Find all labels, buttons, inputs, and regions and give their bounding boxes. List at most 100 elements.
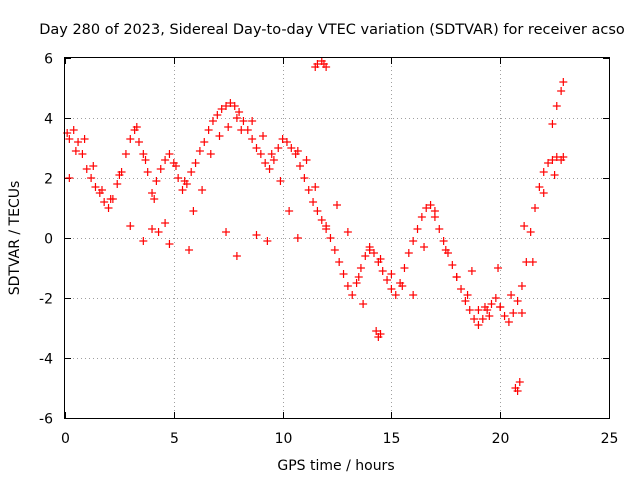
data-point	[126, 222, 135, 230]
data-point	[361, 252, 370, 260]
data-point	[185, 246, 194, 254]
data-point	[256, 150, 265, 158]
data-point	[520, 222, 529, 230]
data-point	[348, 291, 357, 299]
data-point	[230, 102, 239, 110]
data-point	[65, 135, 74, 143]
data-point	[478, 315, 487, 323]
y-tick-label: 4	[44, 112, 53, 128]
data-point	[485, 312, 494, 320]
data-point	[335, 258, 344, 266]
data-point	[106, 195, 115, 203]
y-tick-label: -6	[39, 412, 53, 428]
data-point	[235, 108, 244, 116]
x-axis-label: GPS time / hours	[277, 458, 394, 474]
data-point	[359, 300, 368, 308]
data-point	[352, 279, 361, 287]
data-point	[65, 174, 74, 182]
data-point	[333, 201, 341, 209]
y-tick-label: 0	[44, 232, 53, 248]
data-point	[134, 138, 143, 146]
data-point	[383, 276, 392, 284]
data-point	[222, 228, 231, 236]
data-point	[559, 78, 568, 86]
data-point	[504, 318, 513, 326]
data-point	[265, 165, 274, 173]
data-point	[435, 225, 444, 233]
tick-labels: 0 5 10 15 20 25 -6 -4 -2 0 2 4 6	[39, 52, 618, 448]
data-point	[239, 117, 248, 125]
data-point	[515, 378, 524, 386]
data-point	[215, 132, 224, 140]
data-point	[391, 291, 400, 299]
data-point	[548, 156, 557, 164]
y-tick-label: 6	[44, 52, 53, 68]
data-point	[526, 228, 535, 236]
data-point	[356, 264, 365, 272]
data-point	[200, 138, 209, 146]
x-tick-label: 5	[170, 431, 179, 447]
data-point	[398, 282, 407, 290]
y-tick-label: 2	[44, 172, 53, 188]
data-point	[217, 105, 226, 113]
data-point	[156, 165, 165, 173]
data-point	[180, 177, 189, 185]
data-point	[100, 198, 109, 206]
data-point	[274, 144, 283, 152]
data-point	[404, 249, 413, 257]
chart-title: Day 280 of 2023, Sidereal Day-to-day VTE…	[39, 22, 625, 38]
data-point	[252, 144, 261, 152]
data-point	[413, 225, 422, 233]
data-point	[326, 234, 335, 242]
data-point	[287, 144, 296, 152]
data-point	[322, 222, 331, 230]
y-axis-label: SDTVAR / TECUs	[7, 181, 23, 296]
data-point	[313, 207, 322, 215]
data-point	[441, 246, 450, 254]
data-point	[89, 162, 98, 170]
data-point	[461, 297, 470, 305]
data-point	[309, 198, 318, 206]
y-tick-label: -4	[39, 352, 53, 368]
data-point	[248, 135, 257, 143]
x-tick-label: 10	[275, 431, 293, 447]
data-point	[376, 255, 385, 263]
data-point	[285, 207, 294, 215]
data-point	[463, 291, 472, 299]
x-tick-label: 20	[492, 431, 510, 447]
data-point	[195, 147, 204, 155]
y-tick-label: -2	[39, 292, 53, 308]
data-point	[252, 231, 261, 239]
data-point	[400, 264, 409, 272]
data-point	[152, 177, 161, 185]
data-point	[132, 123, 141, 131]
data-point	[104, 204, 113, 212]
data-point	[263, 237, 272, 245]
plot-frame	[64, 57, 610, 419]
data-point	[322, 63, 331, 71]
data-point	[448, 261, 457, 269]
data-point	[165, 150, 174, 158]
data-point	[296, 162, 305, 170]
data-point	[191, 159, 200, 167]
data-point	[69, 126, 78, 134]
data-point	[148, 189, 157, 197]
x-tick-label: 0	[61, 431, 70, 447]
grid	[65, 58, 609, 418]
data-point	[539, 168, 548, 176]
data-point	[517, 282, 526, 290]
data-point	[178, 186, 187, 194]
data-point	[317, 216, 326, 224]
data-point	[474, 321, 483, 329]
data-point	[150, 195, 159, 203]
data-point	[161, 156, 170, 164]
data-point	[206, 150, 215, 158]
data-point	[71, 147, 80, 155]
data-point	[269, 156, 278, 164]
data-point	[165, 240, 174, 248]
data-point	[496, 303, 505, 311]
data-point	[198, 186, 207, 194]
data-point	[213, 111, 222, 119]
data-point	[548, 120, 557, 128]
data-point	[474, 306, 483, 314]
